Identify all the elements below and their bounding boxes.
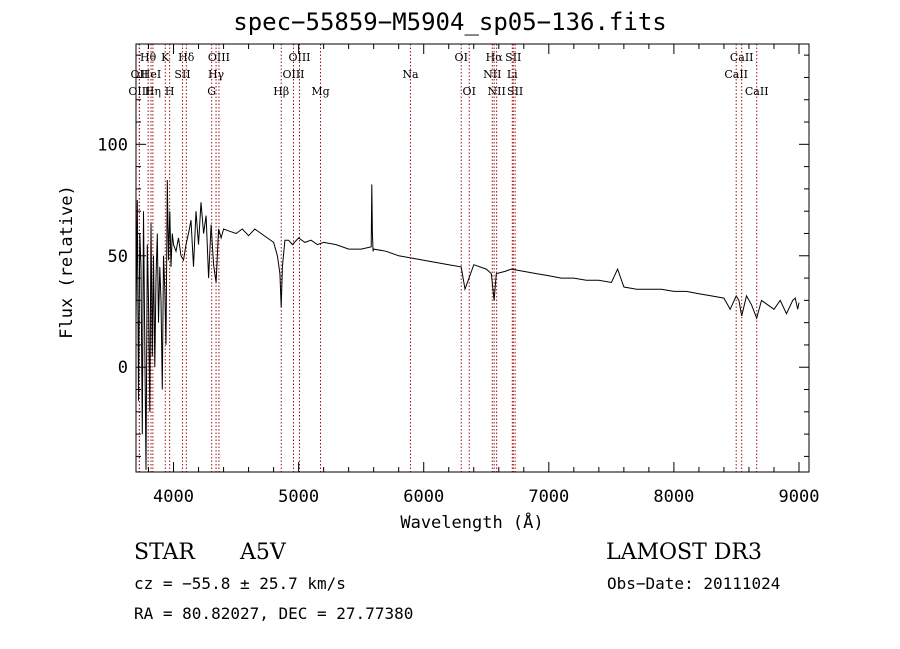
- line-label: NII: [487, 85, 505, 98]
- line-label: SII: [174, 68, 190, 81]
- x-tick-label: 6000: [403, 487, 444, 507]
- line-label: Li: [507, 68, 518, 81]
- observation-date: Obs−Date: 20111024: [607, 574, 781, 593]
- coordinates: RA = 80.82027, DEC = 27.77380: [134, 604, 414, 623]
- survey-name: LAMOST DR3: [606, 540, 762, 565]
- emission-line-markers: [138, 44, 758, 472]
- line-label: OIII: [208, 51, 230, 64]
- line-label: H: [165, 85, 175, 98]
- x-tick-label: 5000: [278, 487, 319, 507]
- x-tick-label: 8000: [653, 487, 694, 507]
- axis-tick-labels: 4000 5000 6000 7000 8000 9000 0 50 100: [97, 135, 819, 507]
- line-label: OIII: [288, 51, 310, 64]
- y-axis-label: Flux (relative): [57, 185, 77, 339]
- x-axis-label: Wavelength (Å): [400, 511, 543, 533]
- object-class: STAR: [134, 540, 195, 565]
- x-tick-label: 4000: [153, 487, 194, 507]
- line-label: OI: [455, 51, 468, 64]
- line-label: Hγ: [208, 68, 225, 81]
- y-tick-label: 100: [97, 135, 128, 155]
- line-label: HeI: [141, 68, 161, 81]
- emission-line-labels: Hθ OII OIII HeI Hη K SII H Hδ OIII Hγ G Hβ OIII OIII Mg…: [128, 51, 768, 98]
- line-label: OIII: [282, 68, 304, 81]
- axis-ticks: [136, 44, 809, 472]
- line-label: G: [207, 85, 216, 98]
- line-label: NII: [483, 68, 501, 81]
- line-label: CaII: [724, 68, 748, 81]
- line-label: Mg: [311, 85, 329, 98]
- line-label: SII: [507, 85, 523, 98]
- line-label: OIII: [128, 85, 150, 98]
- line-label: Na: [402, 68, 419, 81]
- line-label: CaII: [745, 85, 769, 98]
- object-subclass: A5V: [240, 540, 286, 565]
- line-label: OI: [463, 85, 476, 98]
- line-label: Hθ: [140, 51, 157, 64]
- line-label: Hη: [145, 85, 161, 98]
- plot-frame: [135, 43, 810, 473]
- line-label: CaII: [730, 51, 754, 64]
- chart-title: spec−55859−M5904_sp05−136.fits: [233, 8, 667, 36]
- line-label: K: [161, 51, 170, 64]
- redshift-velocity: cz = −55.8 ± 25.7 km/s: [134, 574, 346, 593]
- x-tick-label: 7000: [528, 487, 569, 507]
- x-tick-label: 9000: [779, 487, 820, 507]
- spectrum-line: [135, 179, 800, 470]
- line-label: Hδ: [178, 51, 195, 64]
- line-label: Hα: [486, 51, 504, 64]
- line-label: Hβ: [273, 85, 289, 98]
- y-tick-label: 50: [108, 247, 128, 267]
- line-label: SII: [505, 51, 521, 64]
- line-label: OII: [131, 68, 149, 81]
- y-tick-label: 0: [118, 358, 128, 378]
